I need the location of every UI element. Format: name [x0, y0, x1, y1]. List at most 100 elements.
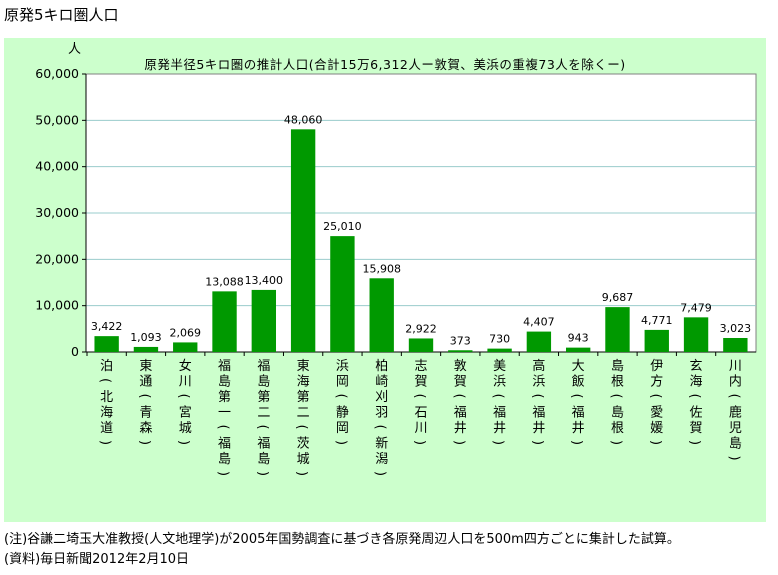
category-label-char: ( — [608, 393, 623, 398]
category-label-char: 島 — [218, 452, 231, 467]
category-label-char: 岡 — [336, 375, 349, 390]
data-label: 373 — [450, 334, 471, 347]
category-label-char: 女 — [179, 358, 192, 374]
category-label-char: ( — [530, 393, 545, 398]
category-label-char: ) — [412, 440, 427, 445]
y-tick-label: 30,000 — [35, 205, 79, 220]
y-tick-label: 20,000 — [35, 251, 79, 266]
category-label-char: 海 — [100, 406, 113, 421]
category-label-char: ( — [216, 424, 231, 429]
category-label-char: 飯 — [572, 375, 585, 390]
category-label-char: 浜 — [532, 375, 545, 390]
chart-title: 原発半径5キロ圏の推計人口(合計15万6,312人ー敦賀、美浜の重複73人を除く… — [144, 57, 626, 72]
category-label-char: ( — [569, 393, 584, 398]
data-label: 2,922 — [405, 322, 437, 335]
category-label-char: 新 — [375, 436, 388, 452]
category-label-char: ) — [648, 440, 663, 445]
chart-panel: 人 原発半径5キロ圏の推計人口(合計15万6,312人ー敦賀、美浜の重複73人を… — [4, 38, 766, 522]
category-label-char: 井 — [493, 421, 506, 436]
data-label: 4,407 — [523, 316, 555, 329]
category-label-char: 川 — [414, 421, 427, 436]
bar — [133, 346, 159, 352]
category-label-char: 東 — [139, 358, 152, 374]
page-title: 原発5キロ圏人口 — [4, 6, 119, 24]
category-label-char: ( — [137, 393, 152, 398]
bar — [94, 336, 119, 352]
category-label-char: 福 — [218, 359, 231, 374]
category-label-char: 福 — [572, 406, 585, 421]
category-label-char: ) — [98, 440, 113, 445]
category-label-char: 根 — [611, 375, 624, 390]
bar — [408, 338, 434, 352]
bar-chart: 0 10,000 20,000 30,000 40,000 50,000 60,000 3,4… — [35, 66, 757, 476]
category-label-char: ) — [491, 440, 506, 445]
category-label-char: ( — [726, 393, 741, 398]
category-label-char: 石 — [414, 406, 427, 421]
category-label-char: ) — [333, 440, 348, 445]
category-label-char: 二 — [297, 406, 310, 421]
category-label-char: 城 — [179, 421, 192, 436]
y-axis-unit-label: 人 — [68, 42, 82, 57]
category-label-char: 北 — [100, 390, 113, 405]
category-label-char: ) — [294, 471, 309, 476]
category-label-char: ) — [373, 471, 388, 476]
category-label-char: 内 — [729, 374, 742, 390]
bar — [251, 289, 277, 352]
category-label-char: 川 — [179, 375, 192, 390]
bar — [212, 291, 237, 352]
bar — [644, 329, 669, 352]
category-label-char: 福 — [257, 359, 270, 374]
category-label-char: ( — [491, 393, 506, 398]
data-label: 15,908 — [362, 262, 401, 275]
bar — [448, 350, 473, 352]
category-label-char: ( — [412, 393, 427, 398]
category-label-char: ( — [176, 393, 191, 398]
bar — [565, 347, 591, 352]
category-label-char: 志 — [414, 359, 427, 374]
category-label-char: 福 — [257, 437, 270, 452]
category-label-char: 井 — [454, 421, 467, 436]
data-label: 13,400 — [245, 274, 284, 287]
category-label-char: ) — [608, 440, 623, 445]
category-label-char: 二 — [257, 406, 270, 421]
footnote-note: (注)谷謙二埼玉大准教授(人文地理学)が2005年国勢調査に基づき各原発周辺人口… — [4, 532, 680, 547]
category-label-char: 青 — [139, 406, 152, 421]
category-label-char: 岡 — [336, 421, 349, 436]
category-label-char: ) — [451, 440, 466, 445]
category-label-char: 愛 — [650, 406, 663, 421]
category-label-char: 一 — [218, 406, 231, 421]
category-label-char: 宮 — [179, 405, 192, 421]
data-label: 7,479 — [680, 301, 712, 314]
bar — [487, 348, 512, 352]
category-label-char: 柏 — [375, 359, 388, 374]
category-label-char: ) — [687, 440, 702, 445]
bar — [173, 342, 198, 352]
category-label-char: 第 — [218, 390, 231, 405]
data-label: 48,060 — [284, 113, 323, 126]
category-label-char: ( — [648, 393, 663, 398]
y-tick-label: 10,000 — [35, 298, 79, 313]
category-label-char: 福 — [218, 437, 231, 452]
category-label-char: 伊 — [650, 359, 663, 374]
y-tick-label: 40,000 — [35, 159, 79, 174]
category-label-char: ) — [137, 440, 152, 445]
category-label-char: 浜 — [493, 375, 506, 390]
data-label: 3,422 — [91, 320, 123, 333]
category-label-char: ( — [255, 424, 270, 429]
category-label-char: 通 — [139, 375, 152, 390]
category-label-char: 美 — [493, 359, 506, 374]
y-tick-label: 50,000 — [35, 112, 79, 127]
category-label-char: ( — [451, 393, 466, 398]
category-label-char: 島 — [257, 375, 270, 390]
category-label-char: 井 — [532, 421, 545, 436]
category-label-char: 潟 — [375, 452, 388, 467]
category-label-char: 川 — [729, 359, 742, 374]
category-label-char: 大 — [572, 359, 585, 374]
category-label-char: 福 — [454, 406, 467, 421]
bar — [605, 307, 630, 352]
category-label-char: 茨 — [297, 437, 310, 452]
data-label: 943 — [568, 332, 589, 345]
category-label-char: 媛 — [650, 421, 663, 436]
category-label-char: 森 — [139, 421, 152, 436]
category-label-char: 賀 — [414, 375, 427, 390]
